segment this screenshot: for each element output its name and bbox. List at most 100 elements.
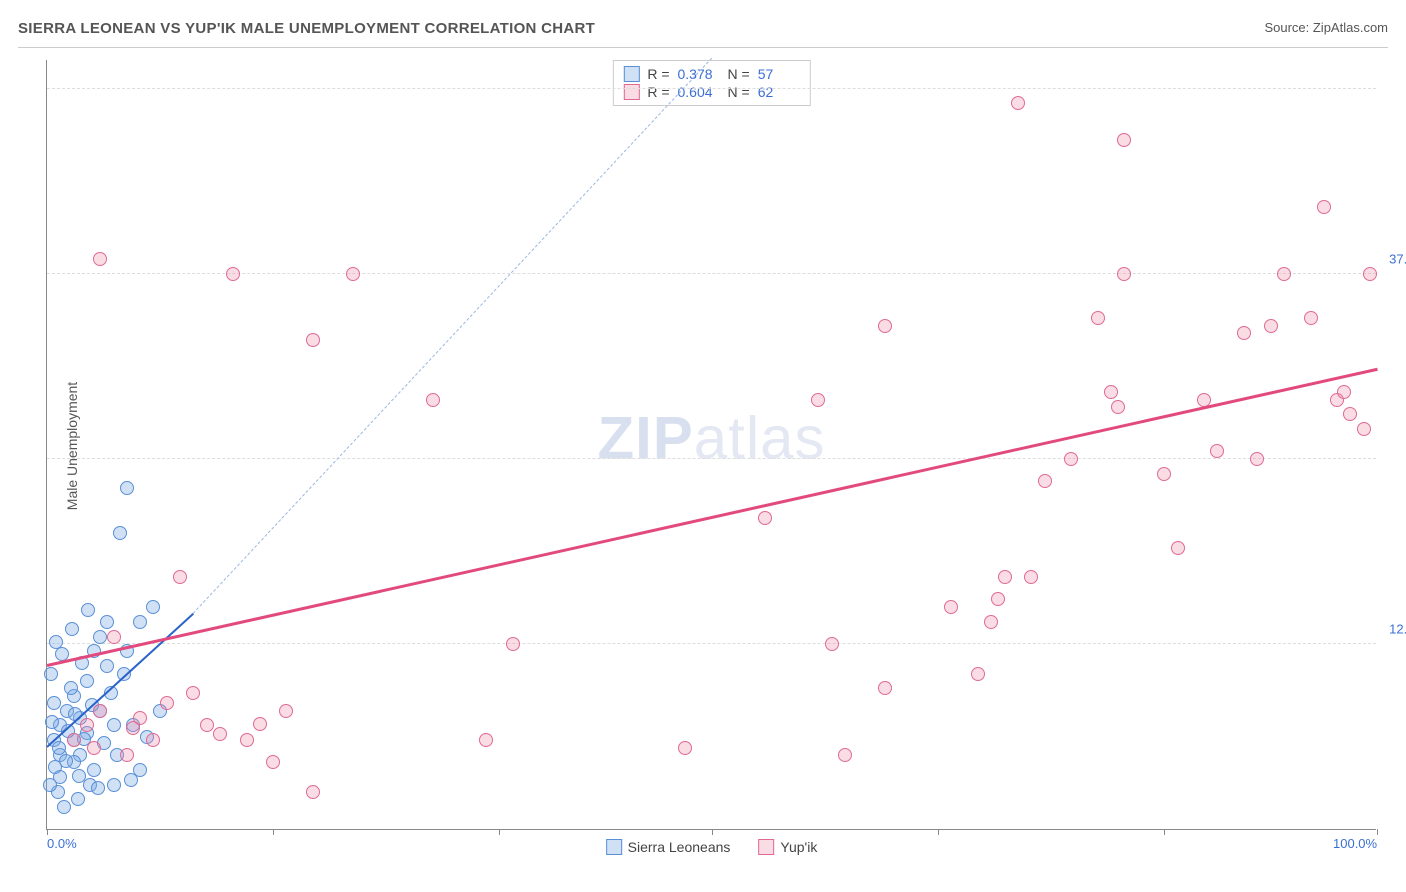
scatter-point — [186, 686, 200, 700]
watermark: ZIPatlas — [597, 403, 825, 472]
x-tick — [499, 829, 500, 835]
chart-header: SIERRA LEONEAN VS YUP'IK MALE UNEMPLOYME… — [18, 20, 1388, 48]
scatter-point — [72, 769, 86, 783]
scatter-point — [506, 637, 520, 651]
gridline — [47, 88, 1376, 89]
scatter-point — [1117, 133, 1131, 147]
scatter-point — [93, 704, 107, 718]
scatter-point — [811, 393, 825, 407]
scatter-point — [1317, 200, 1331, 214]
scatter-point — [45, 715, 59, 729]
scatter-point — [47, 696, 61, 710]
stats-legend-box: R = 0.378 N = 57 R = 0.604 N = 62 — [612, 60, 810, 106]
scatter-point — [160, 696, 174, 710]
scatter-point — [1117, 267, 1131, 281]
scatter-point — [1171, 541, 1185, 555]
scatter-point — [1111, 400, 1125, 414]
scatter-point — [100, 659, 114, 673]
x-tick-label: 100.0% — [1333, 836, 1377, 851]
scatter-point — [71, 792, 85, 806]
scatter-point — [878, 681, 892, 695]
scatter-point — [43, 778, 57, 792]
scatter-point — [133, 615, 147, 629]
legend-swatch-2 — [758, 839, 774, 855]
scatter-point — [80, 674, 94, 688]
gridline — [47, 273, 1376, 274]
scatter-point — [226, 267, 240, 281]
scatter-point — [100, 615, 114, 629]
scatter-point — [57, 800, 71, 814]
scatter-point — [107, 630, 121, 644]
scatter-point — [44, 667, 58, 681]
scatter-point — [1304, 311, 1318, 325]
scatter-point — [67, 733, 81, 747]
scatter-point — [838, 748, 852, 762]
scatter-point — [1064, 452, 1078, 466]
scatter-point — [240, 733, 254, 747]
scatter-point — [52, 741, 66, 755]
scatter-point — [146, 733, 160, 747]
x-tick — [1377, 829, 1378, 835]
scatter-point — [59, 754, 73, 768]
scatter-point — [426, 393, 440, 407]
scatter-point — [93, 630, 107, 644]
scatter-point — [1237, 326, 1251, 340]
scatter-point — [266, 755, 280, 769]
scatter-point — [1363, 267, 1377, 281]
trend-line-extrapolated — [193, 58, 712, 614]
scatter-point — [1337, 385, 1351, 399]
gridline — [47, 458, 1376, 459]
x-tick — [712, 829, 713, 835]
scatter-point — [213, 727, 227, 741]
swatch-series-2 — [623, 84, 639, 100]
scatter-point — [825, 637, 839, 651]
scatter-point — [81, 603, 95, 617]
scatter-point — [87, 763, 101, 777]
scatter-point — [65, 622, 79, 636]
scatter-point — [479, 733, 493, 747]
scatter-point — [173, 570, 187, 584]
x-tick — [47, 829, 48, 835]
x-tick-label: 0.0% — [47, 836, 77, 851]
legend-item-2: Yup'ik — [758, 839, 817, 855]
scatter-point — [998, 570, 1012, 584]
scatter-point — [306, 333, 320, 347]
scatter-point — [1250, 452, 1264, 466]
scatter-point — [126, 721, 140, 735]
scatter-point — [93, 252, 107, 266]
scatter-point — [120, 748, 134, 762]
legend-swatch-1 — [606, 839, 622, 855]
legend-item-1: Sierra Leoneans — [606, 839, 731, 855]
y-tick-label: 37.5% — [1389, 251, 1406, 266]
chart-source: Source: ZipAtlas.com — [1264, 20, 1388, 35]
y-tick-label: 12.5% — [1389, 621, 1406, 636]
scatter-point — [1011, 96, 1025, 110]
scatter-point — [944, 600, 958, 614]
scatter-point — [1024, 570, 1038, 584]
x-tick — [1164, 829, 1165, 835]
scatter-point — [253, 717, 267, 731]
scatter-point — [1264, 319, 1278, 333]
stats-row-series-1: R = 0.378 N = 57 — [623, 65, 799, 83]
scatter-point — [1091, 311, 1105, 325]
scatter-point — [1277, 267, 1291, 281]
legend-label-2: Yup'ik — [780, 839, 817, 855]
scatter-point — [1343, 407, 1357, 421]
x-tick — [273, 829, 274, 835]
scatter-point — [1104, 385, 1118, 399]
scatter-point — [80, 718, 94, 732]
scatter-point — [87, 741, 101, 755]
scatter-point — [1210, 444, 1224, 458]
scatter-point — [346, 267, 360, 281]
scatter-point — [279, 704, 293, 718]
scatter-point — [678, 741, 692, 755]
scatter-plot-area: ZIPatlas R = 0.378 N = 57 R = 0.604 N = … — [46, 60, 1376, 830]
legend-label-1: Sierra Leoneans — [628, 839, 731, 855]
scatter-point — [64, 681, 78, 695]
gridline — [47, 643, 1376, 644]
scatter-point — [984, 615, 998, 629]
scatter-point — [1038, 474, 1052, 488]
scatter-point — [146, 600, 160, 614]
scatter-point — [113, 526, 127, 540]
scatter-point — [91, 781, 105, 795]
